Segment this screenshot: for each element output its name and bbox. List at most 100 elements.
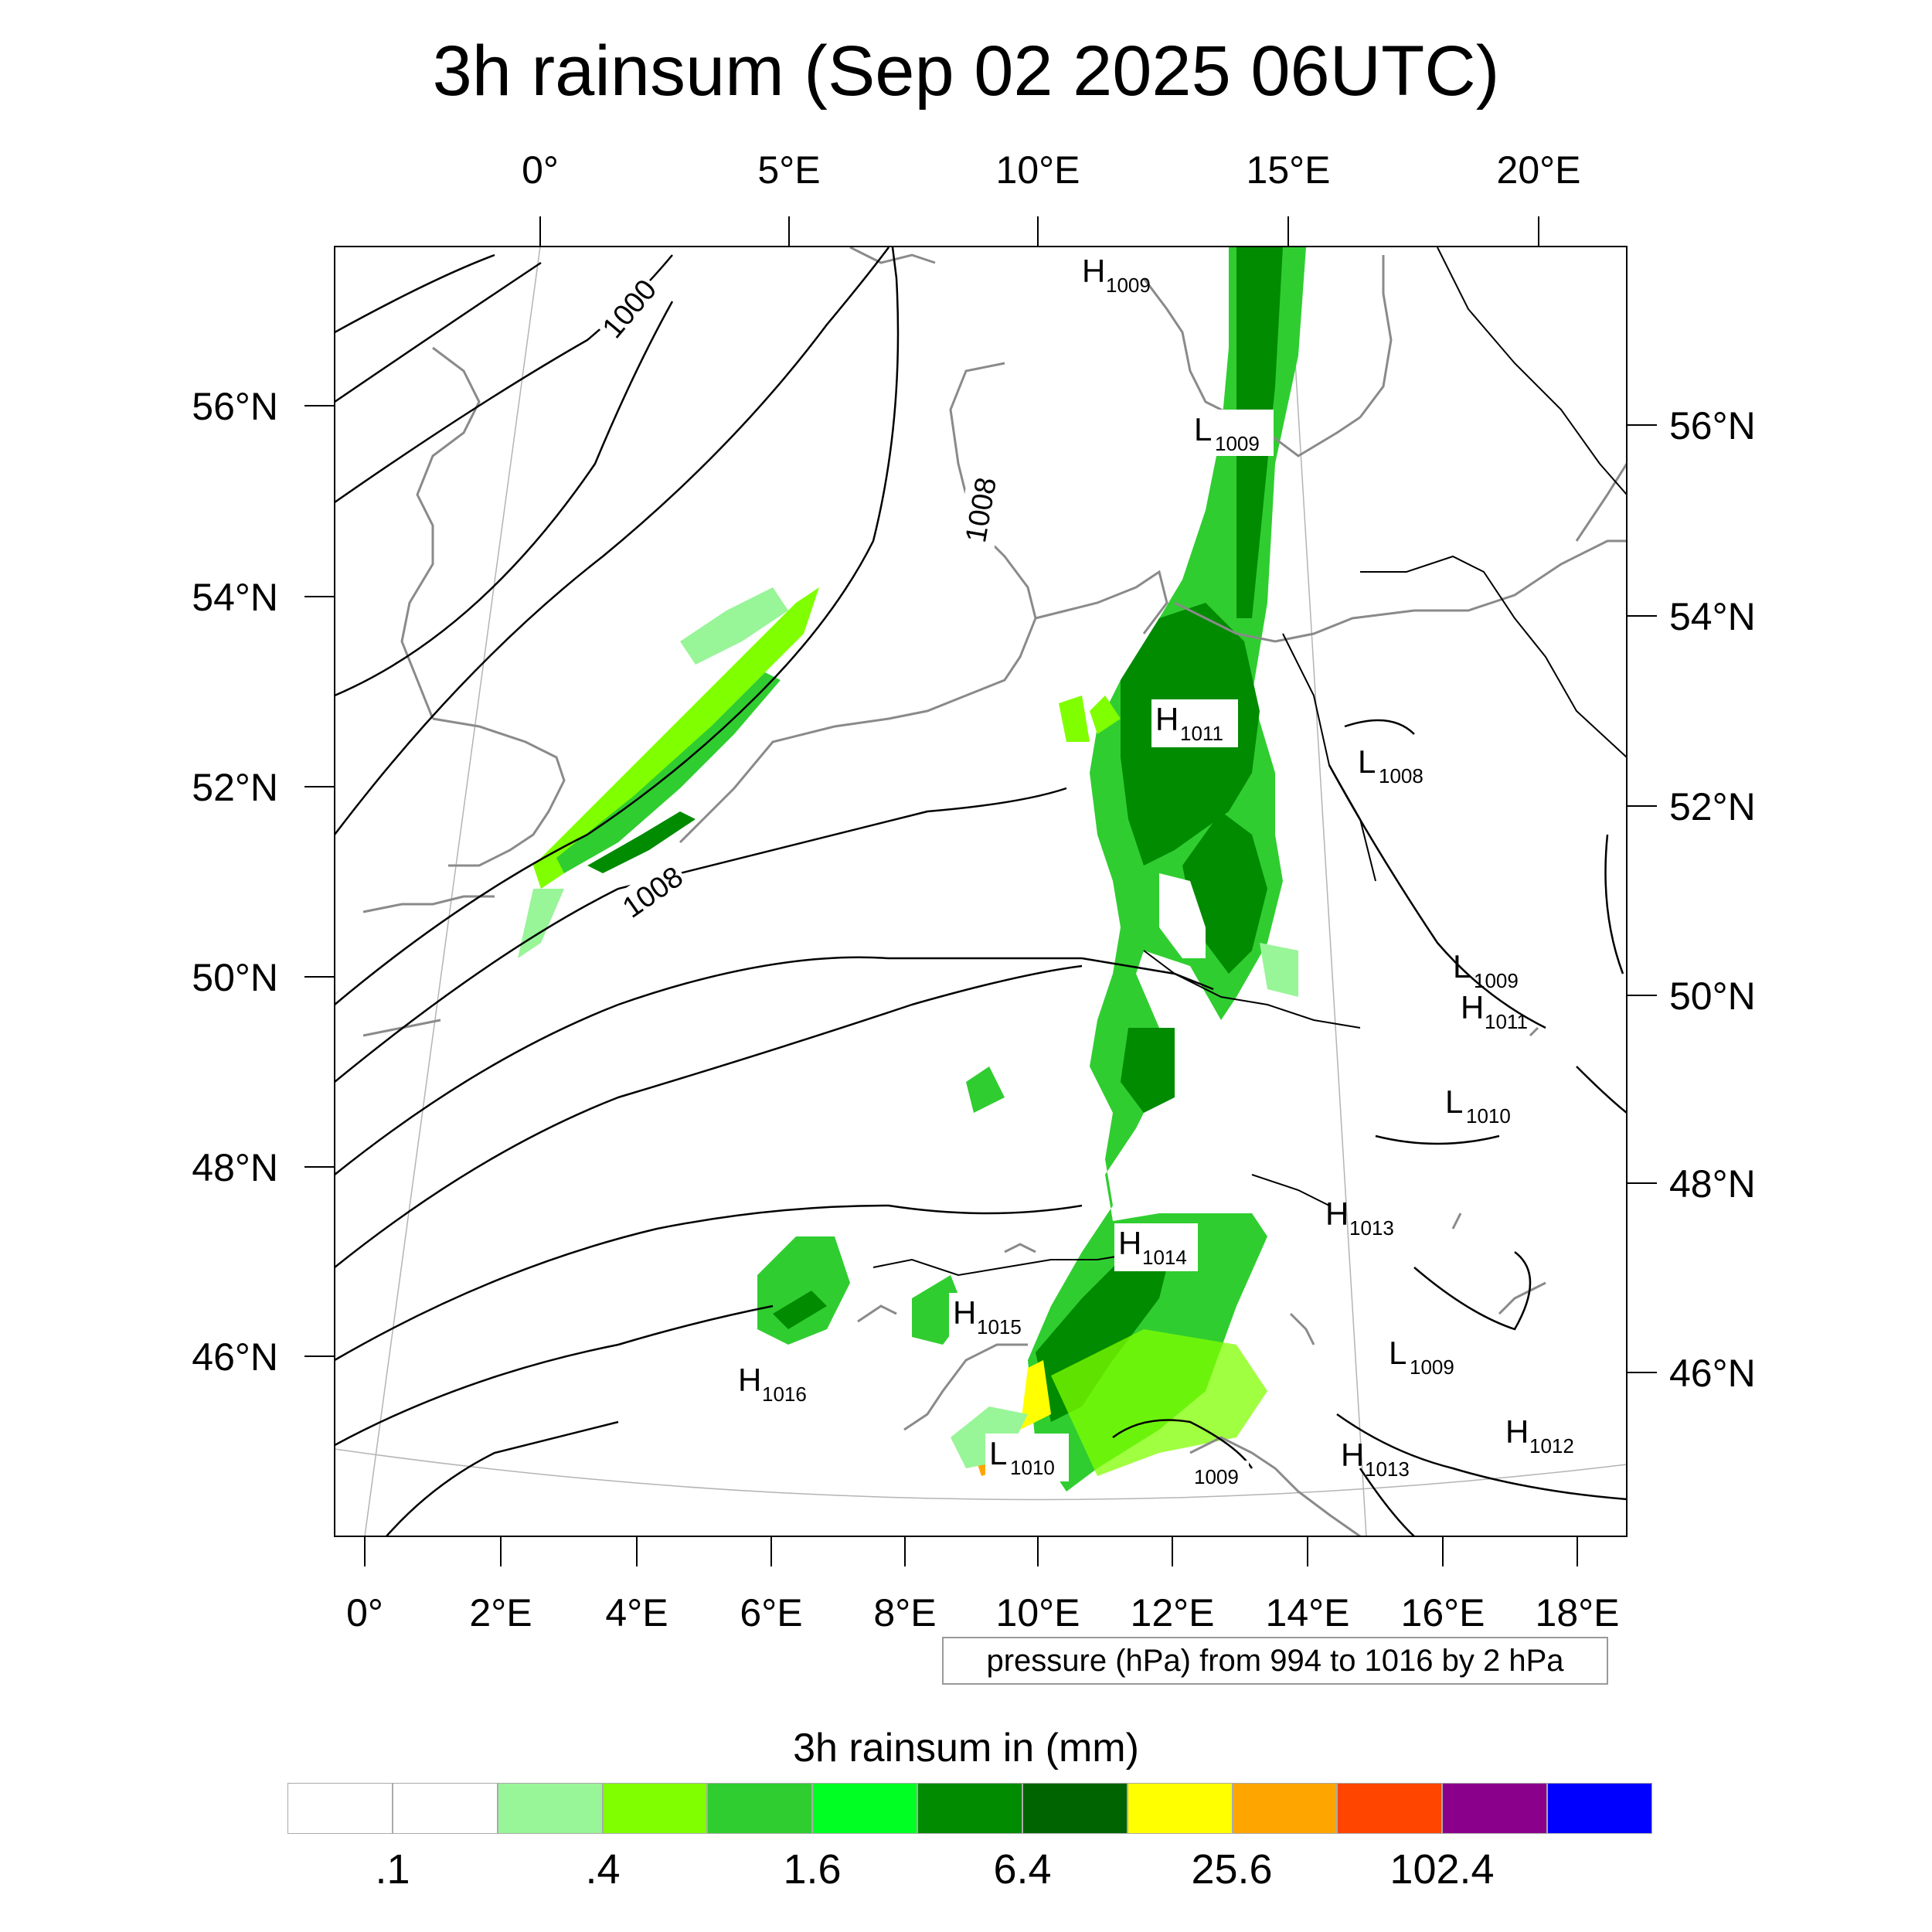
pressure-center: H 1013 xyxy=(1325,1196,1394,1240)
right-lat-label: 48°N xyxy=(1669,1162,1756,1206)
left-lat-label: 52°N xyxy=(192,766,278,809)
svg-text:1015: 1015 xyxy=(977,1315,1022,1338)
rain-field xyxy=(518,247,1306,1492)
graticule xyxy=(335,247,1627,1536)
svg-text:1009: 1009 xyxy=(1215,432,1260,455)
pressure-center: 1009 xyxy=(1187,1461,1249,1492)
bottom-lon-label: 4°E xyxy=(605,1591,668,1634)
svg-text:H: H xyxy=(1155,701,1179,737)
colorbar-label: .1 xyxy=(375,1846,410,1893)
colorbar-cell xyxy=(1442,1783,1548,1834)
colorbar-label: 102.4 xyxy=(1389,1846,1495,1893)
pressure-center: H 1011 xyxy=(1461,989,1528,1033)
pressure-center: L 1009 xyxy=(1453,948,1519,992)
colorbar-cell xyxy=(1232,1783,1338,1834)
map-title: 3h rainsum (Sep 02 2025 06UTC) xyxy=(432,32,1500,111)
svg-text:1012: 1012 xyxy=(1529,1434,1574,1458)
svg-text:L: L xyxy=(1445,1083,1463,1120)
svg-text:H: H xyxy=(1118,1225,1141,1261)
pressure-center: L 1008 xyxy=(1358,743,1423,787)
svg-text:1016: 1016 xyxy=(762,1383,807,1406)
svg-text:H: H xyxy=(1082,253,1105,289)
right-lat-label: 50°N xyxy=(1669,975,1756,1018)
bottom-lon-label: 18°E xyxy=(1536,1591,1620,1634)
colorbar-cell xyxy=(287,1783,393,1834)
top-lon-label: 15°E xyxy=(1247,148,1331,192)
colorbar-label: 6.4 xyxy=(993,1846,1052,1893)
svg-text:1010: 1010 xyxy=(1010,1456,1055,1479)
top-lon-label: 10°E xyxy=(996,148,1080,192)
svg-text:H: H xyxy=(1325,1196,1349,1232)
colorbar-cell xyxy=(917,1783,1022,1834)
top-lon-label: 5°E xyxy=(757,148,820,192)
colorbar-labels: .1 .4 1.6 6.4 25.6 102.4 xyxy=(0,1845,1932,1900)
bottom-lon-label: 2°E xyxy=(469,1591,532,1634)
right-lat-ticks xyxy=(1627,424,1657,1373)
left-lat-label: 56°N xyxy=(192,385,278,428)
svg-text:1011: 1011 xyxy=(1180,722,1223,745)
svg-text:1009: 1009 xyxy=(1410,1355,1454,1379)
svg-text:L: L xyxy=(1389,1335,1406,1371)
colorbar-cell xyxy=(497,1783,603,1834)
pressure-center: H 1014 xyxy=(1114,1223,1198,1271)
colorbar-label: 25.6 xyxy=(1191,1846,1273,1893)
pressure-center: L 1009 xyxy=(1389,1335,1454,1379)
svg-text:1011: 1011 xyxy=(1485,1010,1528,1033)
svg-text:1008: 1008 xyxy=(1379,764,1423,787)
svg-text:H: H xyxy=(1341,1437,1364,1473)
pressure-center: H 1016 xyxy=(738,1362,807,1406)
left-lat-label: 46°N xyxy=(192,1335,278,1379)
pressure-centers: H 1009 L 1009 H 1011 L 1008 L 1009 xyxy=(738,253,1574,1492)
pressure-center: H 1015 xyxy=(949,1293,1032,1341)
svg-text:1010: 1010 xyxy=(1466,1104,1511,1128)
colorbar-cell xyxy=(392,1783,498,1834)
top-lon-ticks xyxy=(539,216,1539,247)
svg-text:H: H xyxy=(1461,989,1484,1026)
svg-text:L: L xyxy=(1358,743,1376,780)
colorbar-cell xyxy=(1127,1783,1233,1834)
bottom-lon-label: 10°E xyxy=(996,1591,1080,1634)
top-lon-label: 20°E xyxy=(1497,148,1581,192)
svg-text:H: H xyxy=(953,1294,976,1331)
pressure-interval-note: pressure (hPa) from 994 to 1016 by 2 hPa xyxy=(942,1637,1608,1685)
right-lat-label: 54°N xyxy=(1669,595,1756,638)
right-lat-labels: 56°N 54°N 52°N 50°N 48°N 46°N xyxy=(1669,404,1756,1395)
bottom-lon-label: 14°E xyxy=(1266,1591,1350,1634)
rain-colorbar xyxy=(287,1783,1652,1834)
left-lat-ticks xyxy=(304,405,335,1357)
svg-text:L: L xyxy=(1453,948,1471,985)
left-lat-labels: 56°N 54°N 52°N 50°N 48°N 46°N xyxy=(192,385,278,1379)
svg-text:1013: 1013 xyxy=(1349,1216,1394,1240)
colorbar-cell xyxy=(707,1783,813,1834)
right-lat-label: 52°N xyxy=(1669,785,1756,828)
pressure-center: L 1009 xyxy=(1190,410,1274,456)
bottom-lon-label: 8°E xyxy=(873,1591,936,1634)
svg-text:1014: 1014 xyxy=(1142,1246,1187,1269)
pressure-center: H 1012 xyxy=(1505,1413,1574,1458)
borders xyxy=(872,247,1627,1277)
left-lat-label: 48°N xyxy=(192,1146,278,1189)
svg-text:H: H xyxy=(1505,1413,1529,1450)
pressure-center: H 1009 xyxy=(1082,253,1151,297)
bottom-lon-label: 0° xyxy=(346,1591,383,1634)
right-lat-label: 56°N xyxy=(1669,404,1756,447)
colorbar-cell xyxy=(1547,1783,1652,1834)
legend-title: 3h rainsum in (mm) xyxy=(793,1726,1139,1770)
svg-text:1009: 1009 xyxy=(1194,1465,1239,1488)
svg-text:1009: 1009 xyxy=(1106,274,1151,297)
pressure-center: L 1010 xyxy=(985,1434,1069,1481)
bottom-lon-label: 12°E xyxy=(1131,1591,1215,1634)
svg-text:L: L xyxy=(1194,411,1212,447)
left-lat-label: 54°N xyxy=(192,576,278,619)
svg-text:H: H xyxy=(738,1362,761,1398)
pressure-center: L 1010 xyxy=(1445,1083,1511,1128)
svg-text:L: L xyxy=(989,1435,1007,1471)
bottom-lon-label: 16°E xyxy=(1401,1591,1485,1634)
pressure-center: H 1011 xyxy=(1151,699,1238,747)
plot-frame xyxy=(334,246,1628,1537)
isobars xyxy=(335,247,1627,1536)
bottom-lon-ticks xyxy=(364,1536,1578,1566)
colorbar-cell xyxy=(1022,1783,1128,1834)
bottom-lon-label: 6°E xyxy=(740,1591,802,1634)
